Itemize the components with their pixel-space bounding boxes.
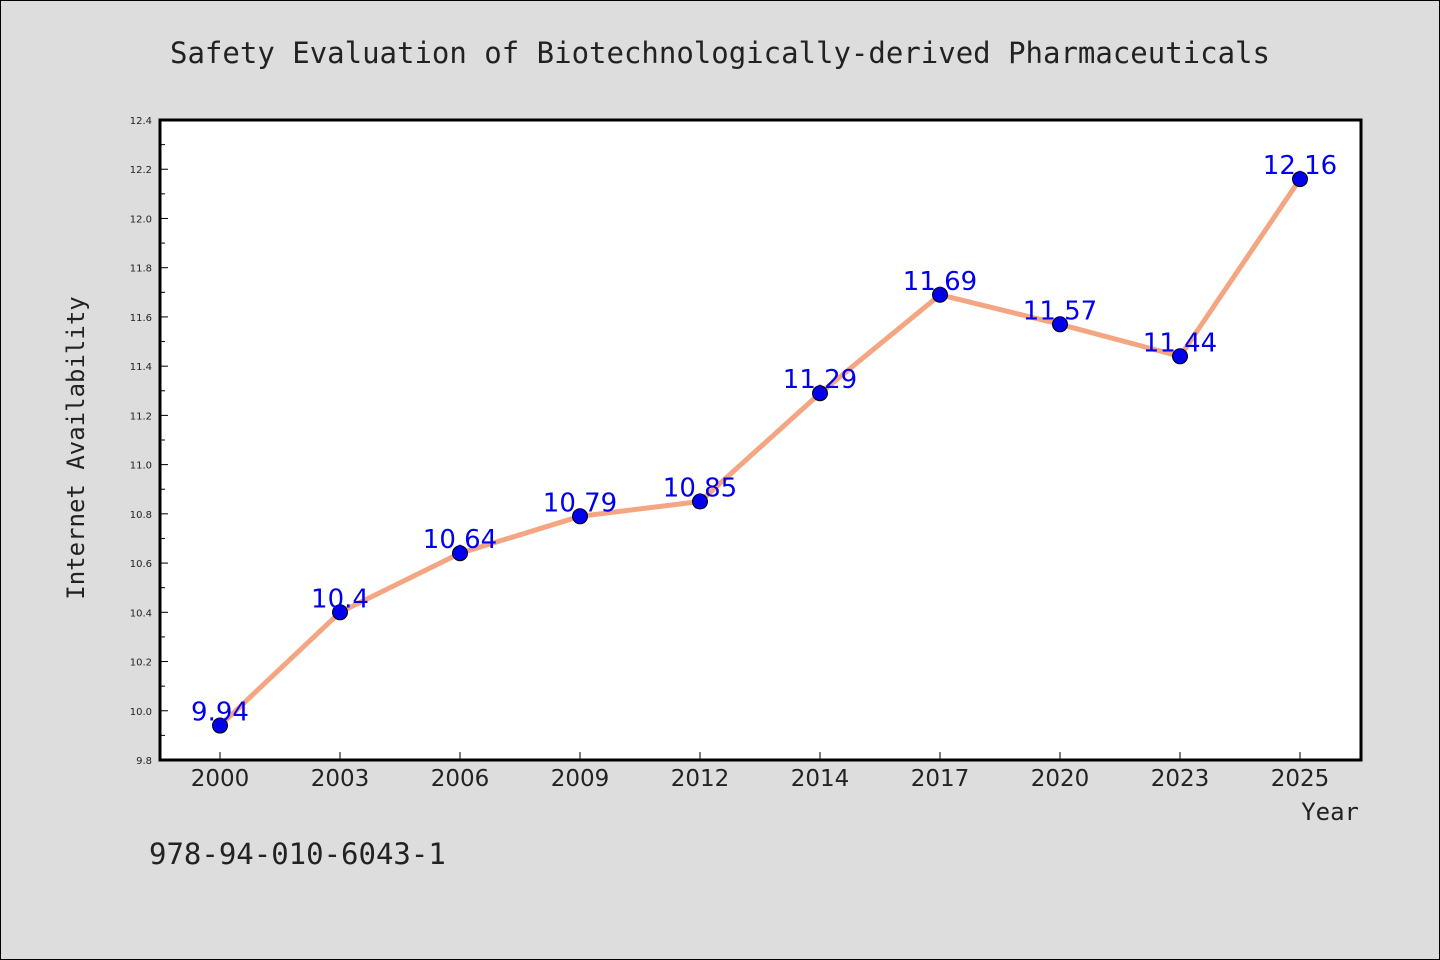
x-axis: 2000 2003 2006 2009 2012 2014 2017 2020 2023 2025 <box>191 752 1330 792</box>
data-point <box>1172 348 1188 365</box>
x-tick-label: 2020 <box>1031 766 1090 792</box>
data-label: 11.57 <box>1023 296 1097 326</box>
isbn-text: 978-94-010-6043-1 <box>149 837 446 871</box>
data-labels: 9.94 10.4 10.64 10.79 10.85 11.29 11.69 11.57 11… <box>191 151 1337 727</box>
x-tick-label: 2023 <box>1151 766 1210 792</box>
y-tick-label: 11.8 <box>130 264 152 275</box>
data-label: 11.69 <box>903 267 977 297</box>
x-tick-label: 2003 <box>311 766 370 792</box>
series-line <box>212 171 1308 734</box>
data-point <box>1292 171 1308 188</box>
y-axis: 9.8 10.0 10.2 10.4 10.6 10.8 11.0 11.2 11.4 11.6 1… <box>130 116 168 767</box>
y-tick-label: 10.2 <box>130 658 152 669</box>
data-point <box>932 286 948 303</box>
data-label: 9.94 <box>191 698 249 728</box>
y-tick-label: 12.4 <box>130 116 152 127</box>
data-point <box>452 545 468 562</box>
series-line-path <box>217 176 1303 729</box>
data-label: 10.85 <box>663 474 737 504</box>
y-tick-label: 10.6 <box>130 559 152 570</box>
data-label: 10.64 <box>423 525 497 555</box>
y-tick-label: 10.8 <box>130 510 152 521</box>
data-label: 11.44 <box>1143 328 1217 358</box>
y-axis-label: Internet Availability <box>62 296 90 599</box>
y-tick-label: 10.0 <box>130 707 152 718</box>
plot-area <box>158 118 1363 762</box>
chart-title: Safety Evaluation of Biotechnologically-… <box>170 36 1270 70</box>
y-tick-label: 11.4 <box>130 362 152 373</box>
y-tick-label: 11.6 <box>130 313 152 324</box>
y-tick-label: 12.0 <box>130 214 152 225</box>
y-tick-label: 11.0 <box>130 461 152 472</box>
data-point <box>1052 316 1068 333</box>
data-label: 12.16 <box>1263 151 1337 181</box>
x-axis-label: Year <box>1301 798 1359 826</box>
x-tick-label: 2014 <box>791 766 850 792</box>
data-point <box>332 604 348 621</box>
y-tick-label: 10.4 <box>130 608 152 619</box>
data-label: 11.29 <box>783 365 857 395</box>
x-tick-label: 2000 <box>191 766 250 792</box>
data-point <box>692 493 708 510</box>
data-point <box>212 717 228 734</box>
x-tick-label: 2012 <box>671 766 730 792</box>
data-point <box>812 385 828 402</box>
x-tick-label: 2009 <box>551 766 610 792</box>
y-tick-label: 11.2 <box>130 411 152 422</box>
x-tick-label: 2025 <box>1271 766 1330 792</box>
data-point <box>572 508 588 525</box>
data-label: 10.79 <box>543 488 617 518</box>
y-tick-label: 12.2 <box>130 165 152 176</box>
x-tick-label: 2017 <box>911 766 970 792</box>
y-tick-label: 9.8 <box>136 756 152 767</box>
x-tick-label: 2006 <box>431 766 490 792</box>
data-label: 10.4 <box>311 584 369 614</box>
